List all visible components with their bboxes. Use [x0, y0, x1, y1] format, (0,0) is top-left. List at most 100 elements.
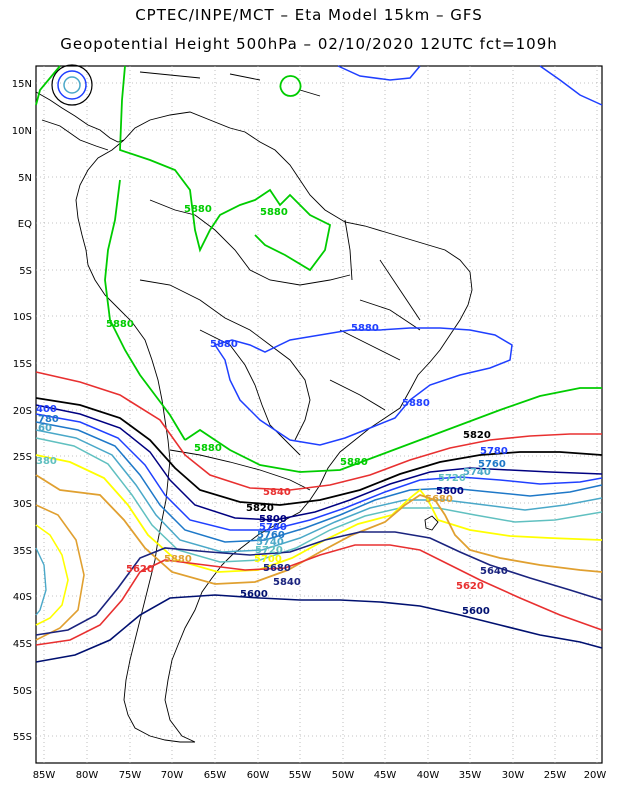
label-5720-a: 5720 — [438, 473, 466, 484]
grid-lines — [36, 66, 602, 763]
lat-label-5s: 5S — [19, 266, 32, 277]
contour-5800 — [35, 404, 603, 521]
contour-low-inner — [63, 76, 81, 94]
label-5880-b: 5880 — [260, 207, 288, 218]
label-5880-c: 5880 — [106, 319, 134, 330]
contour-5760 — [35, 421, 603, 543]
contour-low-outer — [51, 64, 93, 106]
south-america-west-coast — [75, 139, 195, 743]
contour-5880-north-a — [119, 65, 332, 272]
contour-5880-green — [35, 65, 602, 473]
label-5800-b: 5800 — [436, 486, 464, 497]
label-5700-a: 5700 — [254, 554, 282, 565]
lon-label-55w: 55W — [289, 770, 312, 781]
label-left-d: 380 — [36, 456, 57, 467]
label-left-a: 400 — [36, 404, 57, 415]
lat-label-40s: 40S — [13, 592, 32, 603]
contour-5880-blue — [57, 65, 603, 446]
label-5780-a: 5780 — [480, 446, 508, 457]
lon-label-50w: 50W — [332, 770, 355, 781]
contour-5880-north-b — [35, 65, 61, 106]
label-5720-b: 5720 — [255, 545, 283, 556]
contour-5720-west — [35, 547, 47, 616]
lat-label-eq: EQ — [18, 219, 32, 230]
contour-5820 — [35, 397, 603, 506]
contour-5880-blue-high — [213, 327, 513, 446]
central-america-pacific — [41, 119, 109, 151]
border-peru-bolivia — [139, 279, 311, 441]
label-5880-e: 5880 — [340, 457, 368, 468]
label-5740-b: 5740 — [256, 537, 284, 548]
central-america-coast — [35, 91, 125, 143]
lon-label-35w: 35W — [459, 770, 482, 781]
contour-5600 — [35, 594, 603, 663]
lat-label-10n: 10N — [12, 126, 32, 137]
lat-label-20s: 20S — [13, 406, 32, 417]
contour-5620 — [35, 544, 603, 646]
contour-5880-blue-low — [57, 70, 87, 100]
border-amazon — [149, 199, 351, 286]
contour-5780 — [35, 413, 603, 531]
map-title-line2: Geopotential Height 500hPa – 02/10/2020 … — [60, 35, 558, 53]
contour-5640 — [35, 531, 603, 636]
contour-5880-west — [104, 179, 186, 441]
island-south-atlantic — [424, 515, 439, 531]
border-brazil-states — [329, 219, 421, 411]
contour-5700-west — [35, 524, 69, 626]
lat-label-10s: 10S — [13, 312, 32, 323]
contour-5880-blue-ne — [539, 65, 603, 106]
contour-5700 — [35, 454, 603, 573]
contour-5740 — [35, 429, 603, 553]
map-frame — [35, 65, 603, 764]
label-5680-b: 5680 — [263, 563, 291, 574]
label-5880-blue-a: 5880 — [351, 323, 379, 334]
label-5620-a: 5620 — [126, 564, 154, 575]
lon-label-80w: 80W — [76, 770, 99, 781]
lon-label-45w: 45W — [374, 770, 397, 781]
contour-5840-north — [35, 371, 602, 491]
label-5880-blue-c: 5880 — [402, 398, 430, 409]
label-5780-b: 5780 — [259, 522, 287, 533]
lon-label-60w: 60W — [247, 770, 270, 781]
label-5620-b: 5620 — [456, 581, 484, 592]
label-5680-a: 5680 — [425, 494, 453, 505]
lon-label-40w: 40W — [417, 770, 440, 781]
label-5640-b: 5840 — [273, 577, 301, 588]
label-5880-a: 5880 — [184, 204, 212, 215]
lat-label-15n: 15N — [12, 79, 32, 90]
lat-label-15s: 15S — [13, 359, 32, 370]
lon-label-25w: 25W — [544, 770, 567, 781]
south-america-east-coast — [123, 111, 473, 743]
label-5760-b: 5760 — [257, 530, 285, 541]
contour-5680-west — [35, 504, 85, 641]
label-5820-a: 5820 — [463, 430, 491, 441]
contour-5880-blue-north — [337, 65, 421, 81]
lat-label-5n: 5N — [18, 173, 32, 184]
label-left-b: 780 — [38, 414, 59, 425]
map-title-line1: CPTEC/INPE/MCT – Eta Model 15km – GFS — [135, 6, 483, 24]
lat-label-25s: 25S — [13, 452, 32, 463]
border-argentina-north — [169, 449, 311, 491]
contour-5720 — [35, 437, 603, 563]
label-5600-b: 5600 — [462, 606, 490, 617]
lon-label-65w: 65W — [204, 770, 227, 781]
label-5740-a: 5740 — [463, 467, 491, 478]
label-5800-a: 5800 — [259, 514, 287, 525]
label-5640-a: 5640 — [480, 566, 508, 577]
label-5840-a: 5840 — [263, 487, 291, 498]
caribbean-islands — [139, 71, 321, 97]
coastlines — [35, 71, 473, 743]
label-5880-blue-b: 5880 — [210, 339, 238, 350]
lon-label-75w: 75W — [119, 770, 142, 781]
lat-label-35s: 35S — [13, 546, 32, 557]
label-5820-b: 5820 — [246, 503, 274, 514]
lat-label-30s: 30S — [13, 499, 32, 510]
lat-label-50s: 50S — [13, 686, 32, 697]
lon-label-70w: 70W — [161, 770, 184, 781]
lat-label-55s: 55S — [13, 732, 32, 743]
lon-label-85w: 85W — [33, 770, 56, 781]
contour-5680 — [35, 474, 603, 585]
label-5880-d: 5880 — [194, 443, 222, 454]
lon-label-20w: 20W — [584, 770, 607, 781]
